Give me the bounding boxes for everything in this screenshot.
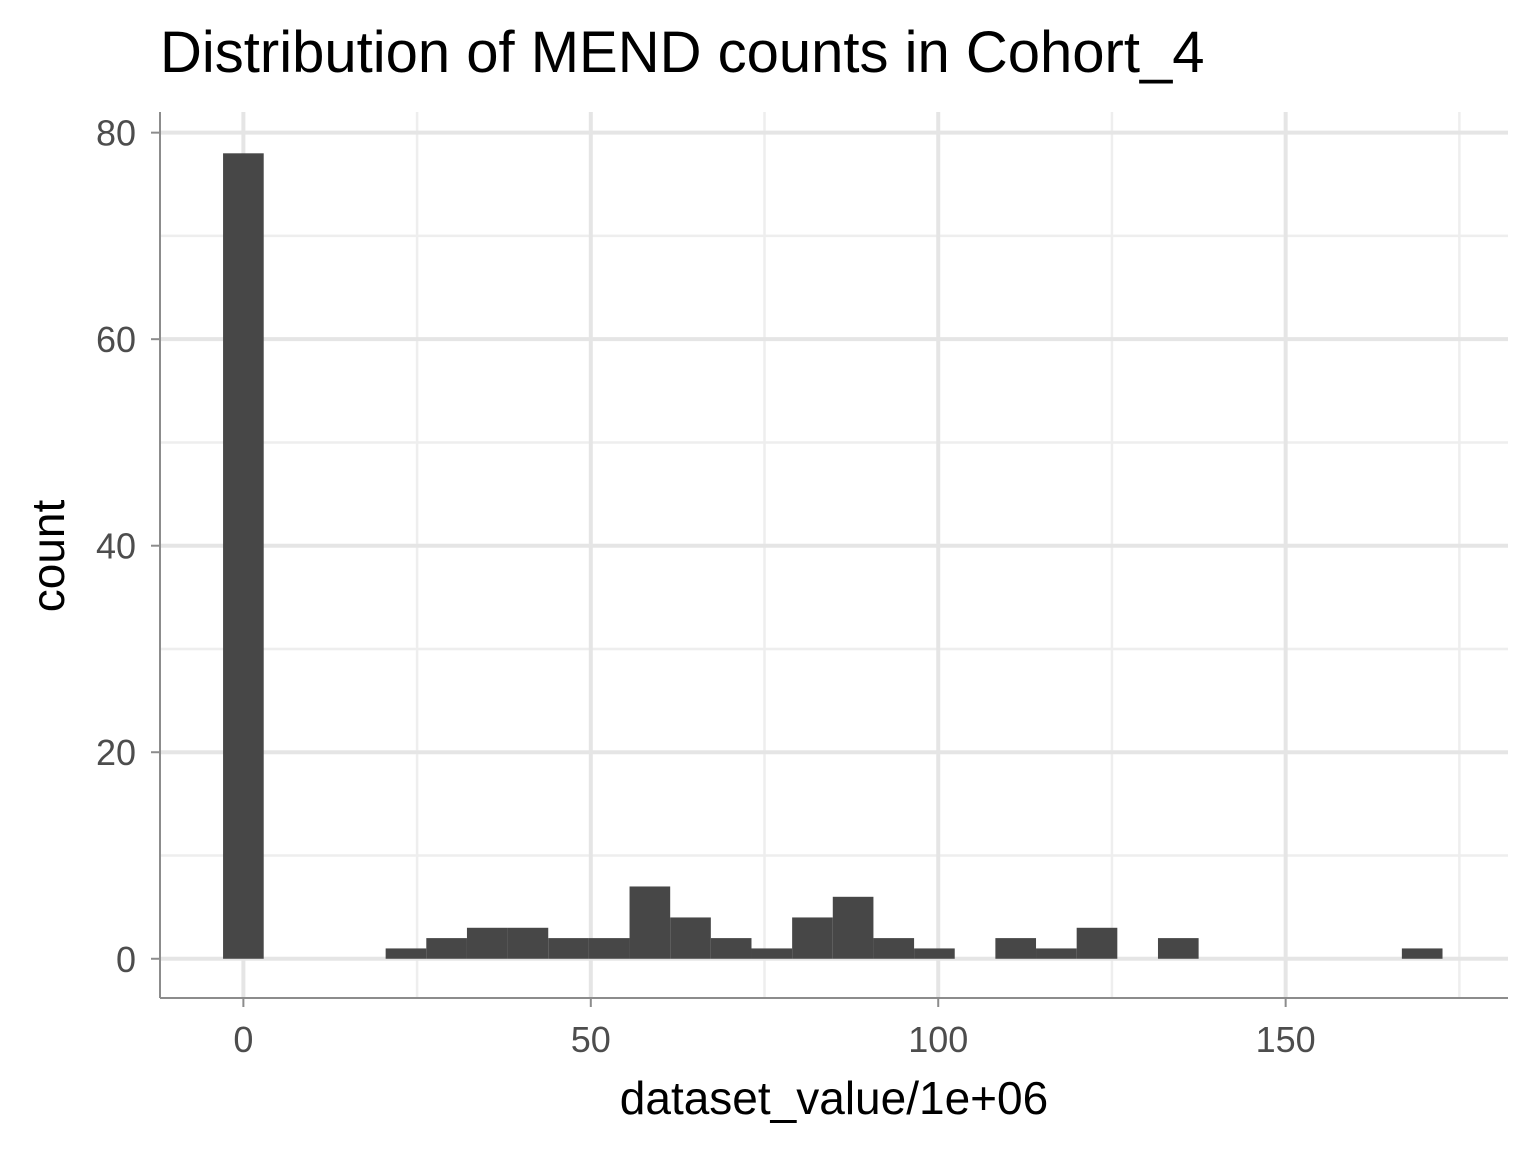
x-axis-title: dataset_value/1e+06 [620, 1072, 1048, 1124]
histogram-bar [466, 927, 508, 959]
axes-layer [159, 112, 1508, 999]
histogram-bar [426, 938, 467, 959]
chart-title: Distribution of MEND counts in Cohort_4 [160, 20, 1204, 85]
histogram-bar [1157, 938, 1199, 959]
histogram-bar [1076, 927, 1118, 959]
ticks-layer: 0 50 100 150 0 20 40 60 80 [96, 113, 1316, 1060]
histogram-bar [914, 948, 955, 959]
histogram-bar [548, 938, 589, 959]
y-tick-label: 20 [96, 732, 136, 773]
grid-layer [160, 112, 1508, 998]
y-tick-label: 80 [96, 113, 136, 154]
histogram-bar [792, 917, 833, 959]
histogram-bar [670, 917, 711, 959]
histogram-bar [588, 938, 630, 959]
bars-layer [223, 153, 1443, 959]
histogram-bar [710, 938, 752, 959]
x-tick-label: 150 [1256, 1019, 1316, 1060]
histogram-bar [629, 886, 671, 959]
histogram-bar [751, 948, 793, 959]
histogram-bar [995, 938, 1037, 959]
x-tick-label: 100 [908, 1019, 968, 1060]
histogram-bar [223, 153, 264, 959]
histogram-bar [832, 896, 874, 959]
y-tick-label: 40 [96, 526, 136, 567]
histogram-bar [1036, 948, 1077, 959]
y-axis-title: count [22, 500, 74, 613]
x-tick-label: 0 [233, 1019, 253, 1060]
histogram-bar [1401, 948, 1443, 959]
histogram-bar [507, 927, 549, 959]
y-tick-label: 60 [96, 319, 136, 360]
x-tick-label: 50 [571, 1019, 611, 1060]
y-tick-label: 0 [116, 939, 136, 980]
histogram-bar [873, 938, 915, 959]
histogram-bar [385, 948, 427, 959]
